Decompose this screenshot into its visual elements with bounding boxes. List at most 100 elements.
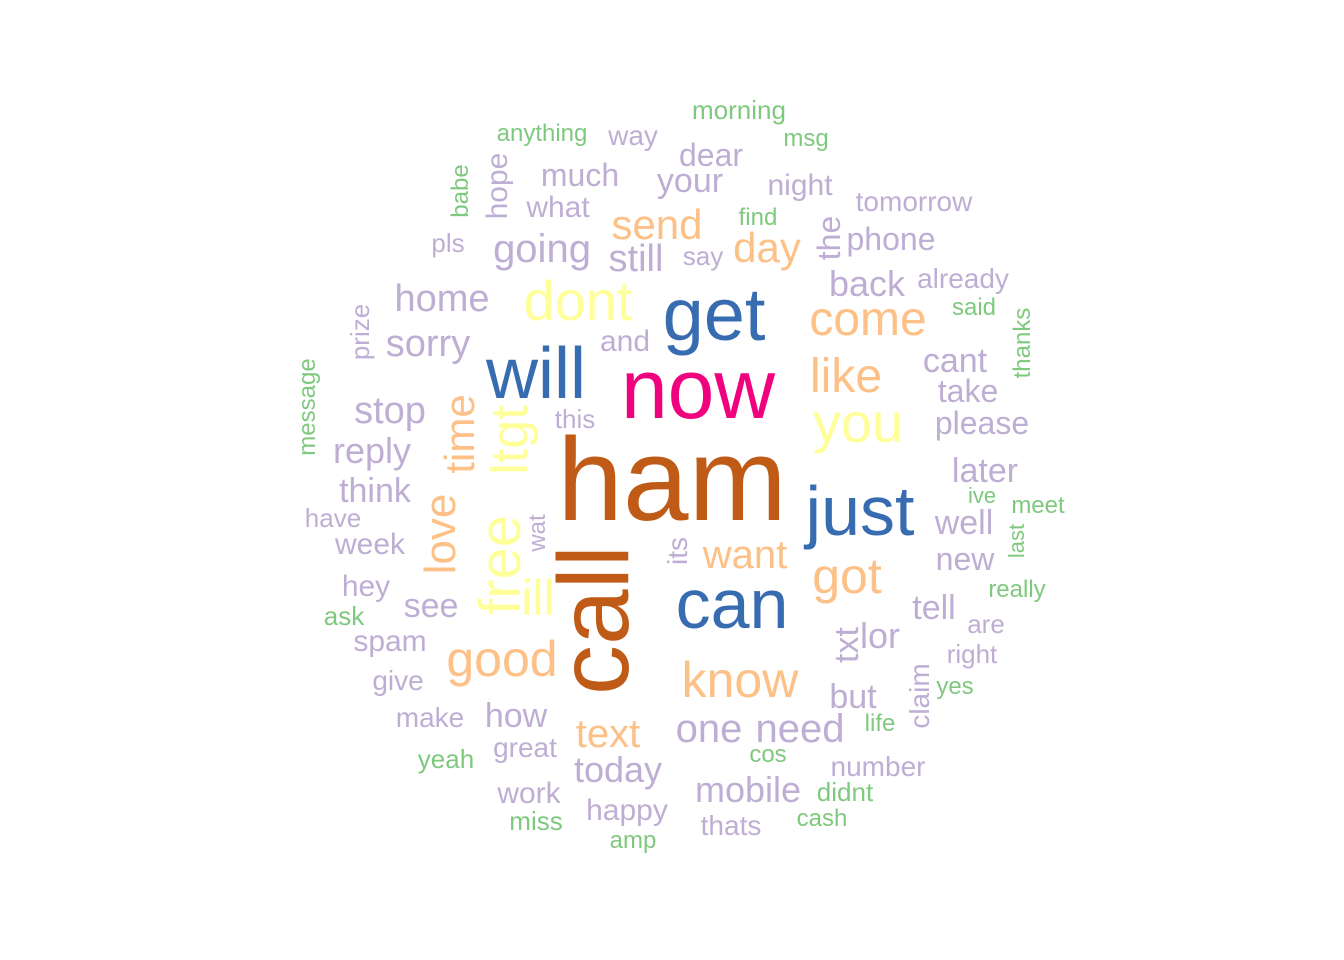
word-think: think — [339, 472, 412, 510]
word-send: send — [611, 201, 702, 248]
word-love: love — [416, 494, 465, 575]
word-know: know — [682, 652, 800, 708]
word-still: still — [609, 238, 664, 280]
word-last: last — [1004, 524, 1029, 558]
word-new: new — [936, 541, 996, 577]
word-time: time — [436, 394, 483, 473]
word-free: free — [468, 515, 533, 615]
word-today: today — [574, 749, 662, 790]
word-ive: ive — [968, 483, 996, 508]
word-your: your — [657, 162, 723, 200]
word-say: say — [683, 241, 723, 271]
word-hope: hope — [481, 153, 514, 220]
word-need: need — [756, 707, 845, 751]
word-message: message — [294, 358, 321, 455]
word-sorry: sorry — [386, 323, 470, 365]
word-thats: thats — [701, 810, 762, 841]
word-call: call — [538, 545, 650, 695]
word-are: are — [967, 609, 1005, 639]
word-way: way — [607, 120, 658, 151]
word-lor: lor — [860, 615, 900, 656]
word-ask: ask — [324, 601, 365, 631]
word-yes: yes — [936, 673, 973, 700]
word-good: good — [446, 631, 557, 687]
word-txt: txt — [828, 627, 866, 663]
word-much: much — [541, 157, 619, 193]
word-get: get — [663, 273, 766, 356]
word-amp: amp — [610, 827, 657, 854]
word-take: take — [938, 373, 998, 409]
word-home: home — [394, 278, 489, 320]
word-back: back — [829, 263, 906, 304]
word-day: day — [733, 224, 801, 271]
word-what: what — [525, 191, 590, 224]
word-cos: cos — [749, 741, 786, 768]
word-wat: wat — [524, 514, 551, 553]
word-want: want — [702, 533, 788, 577]
word-can: can — [676, 565, 789, 643]
word-number: number — [831, 751, 926, 782]
word-prize: prize — [345, 304, 375, 360]
word-like: like — [810, 350, 882, 403]
word-but: but — [829, 678, 877, 716]
word-mobile: mobile — [695, 769, 801, 810]
word-hey: hey — [342, 570, 390, 603]
word-later: later — [952, 452, 1018, 490]
word-dear: dear — [679, 137, 743, 173]
word-come: come — [809, 293, 926, 346]
word-how: how — [485, 697, 548, 735]
word-got: got — [812, 548, 882, 604]
word-just: just — [804, 472, 915, 550]
word-ill: ill — [521, 570, 554, 626]
word-ham: ham — [557, 414, 787, 546]
word-cant: cant — [923, 342, 988, 380]
word-ltgt: ltgt — [481, 405, 539, 475]
word-see: see — [404, 587, 459, 625]
word-meet: meet — [1011, 492, 1065, 519]
word-going: going — [493, 227, 591, 271]
word-and: and — [600, 325, 650, 358]
word-phone: phone — [847, 221, 936, 257]
word-night: night — [767, 169, 833, 202]
word-life: life — [865, 710, 896, 737]
word-well: well — [934, 504, 994, 542]
word-the: the — [811, 216, 847, 260]
word-will: will — [485, 334, 586, 414]
word-spam: spam — [353, 625, 426, 658]
word-msg: msg — [783, 125, 828, 152]
word-cash: cash — [797, 805, 848, 832]
word-please: please — [935, 405, 1029, 441]
word-find: find — [739, 204, 778, 231]
word-dont: dont — [524, 269, 633, 332]
word-its: its — [662, 537, 693, 565]
word-have: have — [305, 503, 361, 533]
word-make: make — [396, 702, 464, 733]
word-miss: miss — [509, 806, 562, 836]
word-text: text — [576, 712, 640, 756]
word-said: said — [952, 294, 996, 321]
word-now: now — [621, 342, 775, 436]
word-one: one — [676, 707, 743, 751]
word-week: week — [334, 528, 406, 561]
word-give: give — [372, 665, 423, 696]
word-right: right — [947, 639, 998, 669]
word-reply: reply — [333, 430, 411, 471]
word-happy: happy — [586, 794, 668, 827]
word-morning: morning — [692, 95, 786, 125]
word-you: you — [813, 391, 903, 454]
word-stop: stop — [354, 390, 426, 432]
word-pls: pls — [431, 228, 464, 258]
word-work: work — [496, 777, 561, 810]
word-really: really — [988, 576, 1045, 603]
word-babe: babe — [447, 164, 474, 217]
word-great: great — [493, 732, 557, 763]
word-already: already — [917, 263, 1009, 294]
word-claim: claim — [904, 663, 935, 728]
word-this: this — [555, 404, 595, 434]
word-yeah: yeah — [418, 744, 474, 774]
word-didnt: didnt — [817, 777, 874, 807]
word-anything: anything — [497, 120, 588, 147]
word-tell: tell — [912, 589, 955, 627]
